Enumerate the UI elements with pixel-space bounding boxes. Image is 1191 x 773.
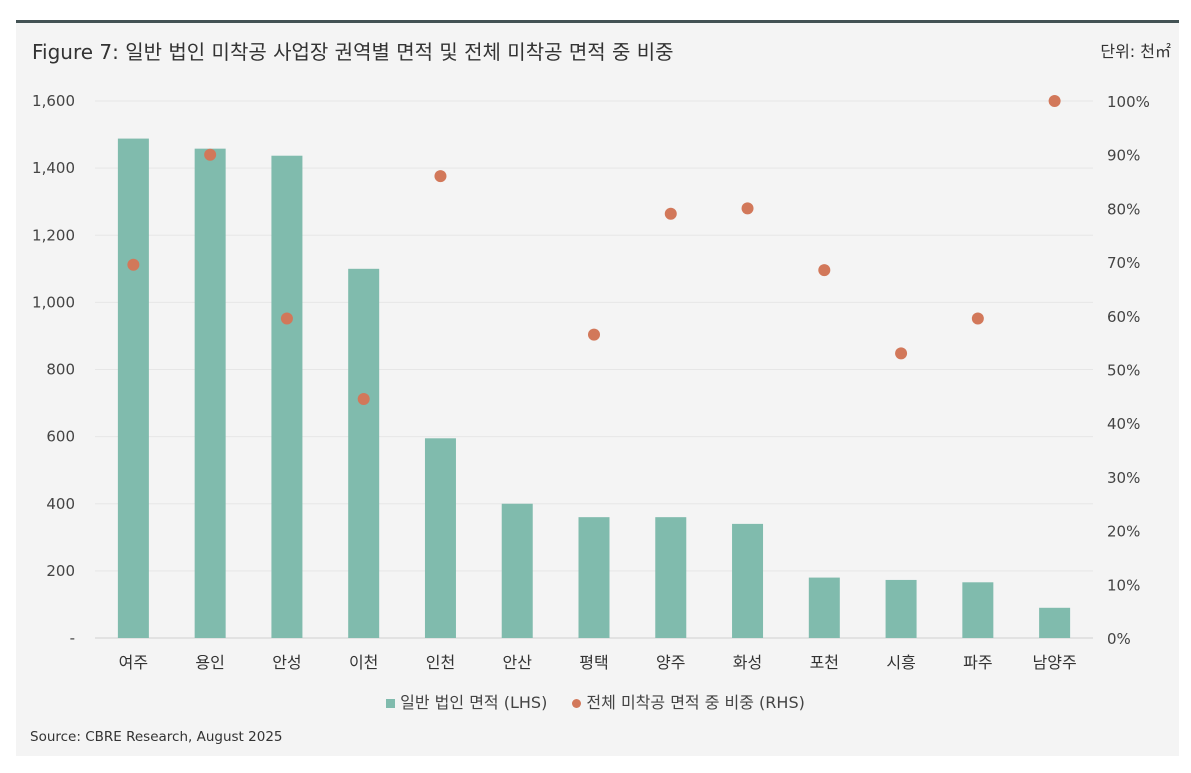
right-tick-label: 30%	[1107, 469, 1140, 487]
category-label: 양주	[656, 653, 685, 672]
right-tick-label: 90%	[1107, 147, 1140, 165]
chart-title: Figure 7: 일반 법인 미착공 사업장 권역별 면적 및 전체 미착공 …	[32, 40, 674, 64]
left-tick-label: 400	[46, 495, 75, 513]
scatter-point	[434, 170, 447, 183]
category-label: 인천	[426, 653, 455, 672]
category-label: 포천	[810, 653, 839, 672]
scatter-point	[741, 202, 754, 215]
legend-dot-label: 전체 미착공 면적 중 비중 (RHS)	[586, 693, 805, 712]
bar	[117, 138, 149, 638]
bar	[1039, 607, 1071, 638]
right-tick-label: 70%	[1107, 254, 1140, 272]
bar	[194, 148, 226, 638]
category-label: 이천	[349, 653, 378, 672]
scatter-point	[664, 207, 677, 220]
right-tick-label: 10%	[1107, 576, 1140, 594]
unit-label: 단위: 천㎡	[1100, 42, 1171, 61]
scatter-point	[357, 393, 370, 406]
right-tick-label: 40%	[1107, 415, 1140, 433]
bar	[348, 268, 380, 638]
bar	[962, 582, 994, 638]
category-label: 시흥	[886, 653, 915, 672]
category-label: 안성	[272, 653, 301, 672]
bar	[271, 155, 303, 638]
left-tick-label: 600	[46, 428, 75, 446]
bar	[885, 579, 917, 638]
left-tick-label: -	[70, 629, 75, 647]
scatter-point	[127, 258, 140, 271]
legend-bar-label: 일반 법인 면적 (LHS)	[400, 693, 548, 712]
source-note: Source: CBRE Research, August 2025	[30, 729, 283, 745]
chart-legend: 일반 법인 면적 (LHS) 전체 미착공 면적 중 비중 (RHS)	[0, 689, 1191, 713]
left-tick-label: 1,000	[32, 293, 75, 311]
legend-bar-swatch	[386, 699, 396, 708]
right-tick-label: 0%	[1107, 630, 1131, 648]
bar	[578, 517, 610, 638]
scatter-point	[818, 264, 831, 277]
right-tick-label: 100%	[1107, 93, 1150, 111]
legend-item-bar: 일반 법인 면적 (LHS)	[386, 689, 547, 713]
right-tick-label: 50%	[1107, 362, 1140, 380]
scatter-point	[204, 148, 217, 161]
bar	[732, 523, 764, 638]
scatter-point	[971, 312, 984, 325]
category-label: 남양주	[1033, 653, 1077, 672]
right-tick-label: 80%	[1107, 200, 1140, 218]
category-label: 용인	[195, 653, 224, 672]
left-tick-label: 1,600	[32, 92, 75, 110]
right-tick-label: 60%	[1107, 308, 1140, 326]
category-label: 안산	[503, 653, 533, 672]
left-tick-label: 1,400	[32, 159, 75, 177]
right-tick-label: 20%	[1107, 523, 1140, 541]
category-label: 평택	[579, 653, 608, 672]
bar	[808, 577, 840, 638]
bar	[655, 517, 687, 638]
scatter-point	[1048, 95, 1061, 107]
bar	[501, 503, 533, 638]
scatter-point	[588, 328, 600, 341]
scatter-point	[280, 312, 293, 325]
legend-dot-swatch	[572, 699, 582, 708]
category-label: 여주	[119, 653, 148, 672]
left-tick-label: 1,200	[32, 226, 75, 244]
category-label: 화성	[733, 653, 762, 672]
bar	[424, 438, 456, 638]
legend-item-dot: 전체 미착공 면적 중 비중 (RHS)	[572, 689, 805, 713]
scatter-point	[895, 347, 908, 360]
category-label: 파주	[963, 653, 992, 672]
left-tick-label: 800	[46, 361, 75, 379]
left-tick-label: 200	[46, 562, 75, 580]
